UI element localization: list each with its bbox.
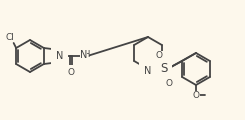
Text: Cl: Cl (6, 33, 15, 42)
Text: S: S (160, 63, 168, 75)
Text: O: O (156, 51, 162, 60)
Text: N: N (80, 50, 87, 60)
Text: O: O (193, 90, 199, 99)
Text: N: N (56, 51, 63, 61)
Text: N: N (144, 66, 152, 75)
Text: O: O (67, 68, 74, 77)
Text: O: O (166, 78, 172, 87)
Text: H: H (83, 50, 89, 59)
